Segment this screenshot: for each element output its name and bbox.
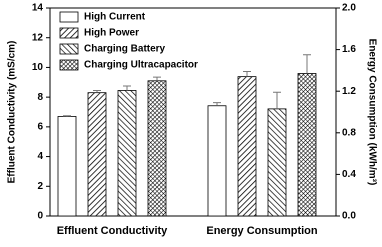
- bar: [267, 108, 287, 217]
- y-tick-label: 14: [32, 3, 44, 14]
- bar: [147, 80, 167, 217]
- error-bar: [303, 54, 311, 74]
- error-bar: [153, 76, 161, 81]
- y2-tick-label: 1.6: [342, 44, 356, 55]
- legend-swatch: [59, 59, 79, 71]
- y2-tick-label: 2.0: [342, 3, 356, 14]
- error-bar: [93, 89, 101, 93]
- y2-tick-label: 0.8: [342, 127, 356, 138]
- chart: Effluent Conductivity (mS/cm) Energy Con…: [7, 3, 378, 237]
- error-bar: [213, 102, 221, 106]
- legend-label: High Current: [84, 12, 146, 23]
- y-tick-label: 8: [37, 92, 43, 103]
- bar: [237, 76, 257, 217]
- y-axis-label: Effluent Conductivity (mS/cm): [7, 41, 18, 184]
- legend-label: Charging Ultracapacitor: [84, 60, 198, 71]
- y-tick-label: 4: [37, 151, 43, 162]
- bar: [117, 90, 137, 217]
- bar: [207, 105, 227, 217]
- y2-tick-label: 0.4: [342, 169, 356, 180]
- x-tick-label: Effluent Conductivity: [57, 225, 168, 237]
- legend-label: Charging Battery: [84, 44, 166, 55]
- y-tick-label: 2: [37, 181, 43, 192]
- x-tick-label: Energy Consumption: [206, 225, 318, 237]
- bar: [87, 92, 107, 217]
- y2-tick-label: 0.0: [342, 211, 356, 222]
- bar: [297, 73, 317, 217]
- plot-frame: [49, 7, 337, 217]
- error-bar: [243, 70, 251, 77]
- legend-swatch: [59, 43, 79, 55]
- y2-axis-label: Energy Consumption (kWh/m³): [366, 39, 377, 186]
- legend-swatch: [59, 27, 79, 39]
- error-bar: [273, 91, 281, 109]
- error-bar: [63, 115, 71, 117]
- error-bar: [123, 85, 131, 91]
- y-tick-label: 0: [37, 211, 43, 222]
- y2-tick-label: 1.2: [342, 86, 356, 97]
- y-tick-label: 6: [37, 121, 43, 132]
- legend-label: High Power: [84, 28, 139, 39]
- y-tick-label: 10: [32, 62, 44, 73]
- bar: [57, 116, 77, 217]
- y-tick-label: 12: [32, 32, 44, 43]
- legend-swatch: [59, 11, 79, 23]
